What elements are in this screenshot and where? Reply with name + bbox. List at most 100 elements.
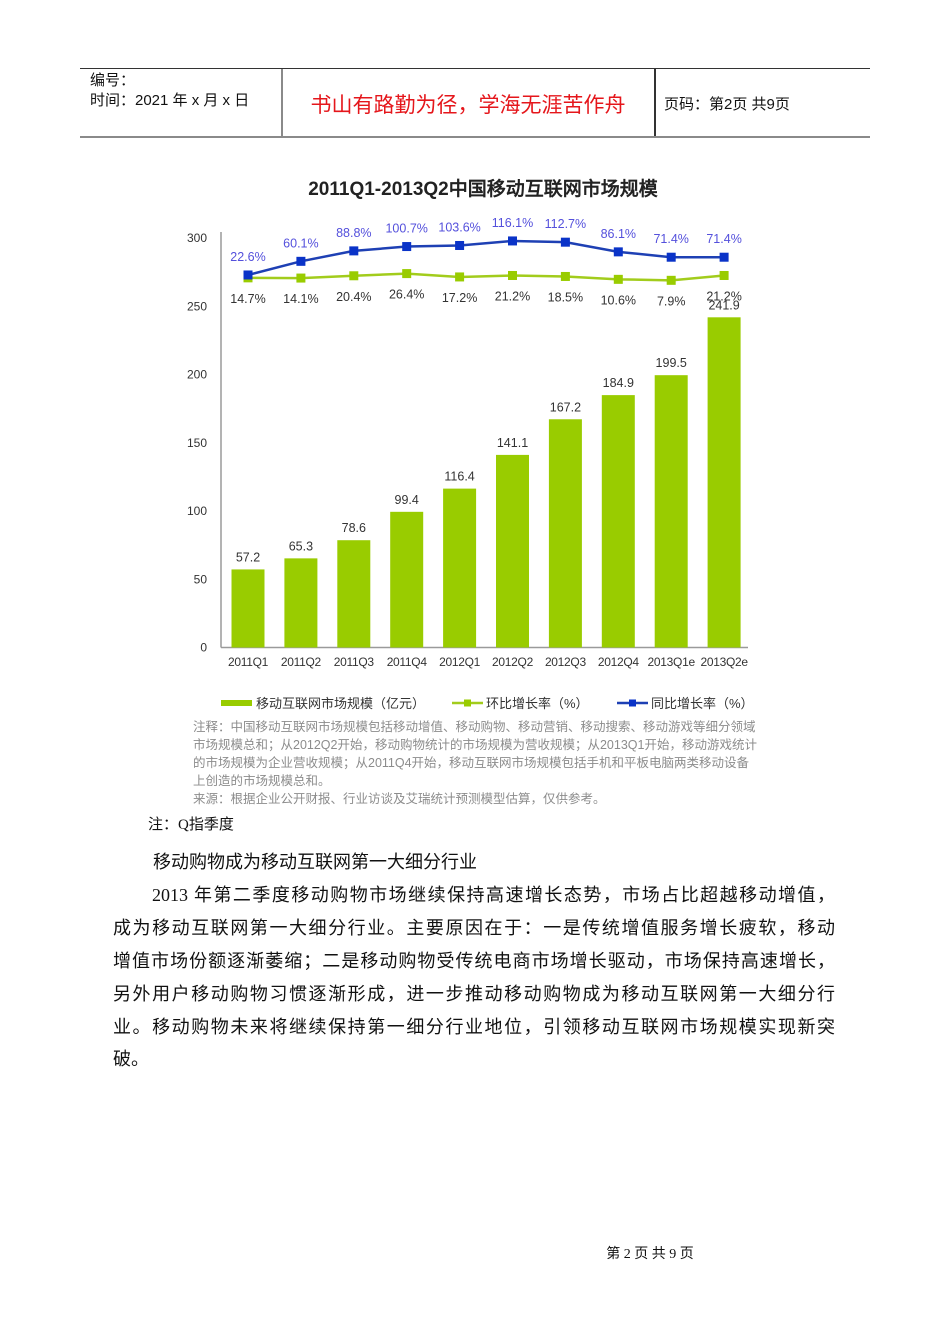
paragraph-line: 增值市场份额逐渐萎缩；二是移动购物受传统电商市场增长驱动，市场保持高速增长， bbox=[113, 951, 835, 971]
header-motto: 书山有路勤为径，学海无涯苦作舟 bbox=[310, 93, 626, 117]
chart-note-line: 上创造的市场规模总和。 bbox=[193, 774, 331, 788]
chart-note-line: 注释：中国移动互联网市场规模包括移动增值、移动购物、移动营销、移动搜索、移动游戏… bbox=[193, 720, 756, 734]
bar-value-label: 57.2 bbox=[236, 550, 260, 564]
chart-notes: 注释：中国移动互联网市场规模包括移动增值、移动购物、移动营销、移动搜索、移动游戏… bbox=[193, 718, 793, 808]
yoy-growth-marker bbox=[560, 237, 570, 247]
qoq-growth-marker bbox=[560, 271, 570, 281]
yoy-growth-marker bbox=[402, 242, 412, 252]
x-tick-label: 2012Q4 bbox=[598, 655, 640, 669]
yoy-growth-label: 100.7% bbox=[385, 222, 427, 236]
legend-yoy-label: 同比增长率（%） bbox=[651, 696, 754, 711]
bar-value-label: 78.6 bbox=[342, 521, 366, 535]
yoy-growth-marker bbox=[455, 240, 465, 250]
qoq-growth-label: 21.2% bbox=[706, 289, 741, 303]
bar bbox=[337, 540, 371, 648]
yoy-growth-marker bbox=[508, 236, 517, 246]
quarter-note: 注：Q指季度 bbox=[148, 817, 234, 833]
qoq-growth-label: 14.1% bbox=[283, 292, 318, 306]
yoy-growth-marker bbox=[349, 246, 359, 256]
x-tick-label: 2013Q2e bbox=[700, 655, 748, 669]
bar bbox=[496, 454, 529, 648]
qoq-growth-label: 14.7% bbox=[230, 292, 265, 306]
header-table: 编号： 时间：2021 年 x 月 x 日 书山有路勤为径，学海无涯苦作舟 页码… bbox=[80, 68, 870, 138]
qoq-growth-marker bbox=[666, 275, 676, 285]
y-tick-label: 150 bbox=[187, 436, 207, 450]
y-tick-label: 50 bbox=[194, 572, 208, 586]
yoy-growth-label: 60.1% bbox=[283, 236, 318, 250]
paragraph-line: 业。移动购物未来将继续保持第一细分行业地位，引领移动互联网市场规模实现新突 bbox=[113, 1017, 835, 1037]
yoy-growth-label: 103.6% bbox=[438, 220, 480, 234]
bar bbox=[707, 317, 741, 648]
qoq-growth-label: 21.2% bbox=[495, 289, 530, 303]
header-divider bbox=[654, 69, 656, 136]
yoy-growth-marker bbox=[666, 252, 676, 262]
y-tick-label: 250 bbox=[187, 299, 207, 313]
x-tick-label: 2011Q3 bbox=[334, 655, 375, 669]
bar bbox=[548, 419, 582, 648]
qoq-growth-label: 17.2% bbox=[442, 291, 477, 305]
qoq-growth-label: 10.6% bbox=[601, 293, 636, 307]
y-tick-label: 0 bbox=[200, 641, 207, 655]
qoq-growth-marker bbox=[349, 271, 359, 281]
qoq-growth-marker bbox=[613, 274, 623, 284]
chart-source-line: 来源：根据企业公开财报、行业访谈及艾瑞统计预测模型估算，仅供参考。 bbox=[193, 792, 606, 806]
yoy-growth-line bbox=[247, 239, 725, 277]
page-footer: 第 2 页 共 9 页 bbox=[606, 1247, 694, 1262]
qoq-growth-marker bbox=[402, 269, 412, 279]
yoy-growth-label: 22.6% bbox=[230, 250, 265, 264]
bar bbox=[654, 375, 688, 648]
x-tick-label: 2011Q1 bbox=[228, 655, 269, 669]
y-tick-label: 300 bbox=[187, 231, 207, 245]
legend-bar-label: 移动互联网市场规模（亿元） bbox=[256, 696, 425, 711]
bar-value-label: 199.5 bbox=[656, 356, 687, 370]
qoq-growth-label: 20.4% bbox=[336, 290, 371, 304]
x-tick-label: 2013Q1e bbox=[648, 655, 696, 669]
y-tick-label: 200 bbox=[187, 368, 207, 382]
x-tick-label: 2012Q1 bbox=[439, 655, 481, 669]
yoy-growth-label: 116.1% bbox=[492, 216, 533, 230]
qoq-growth-marker bbox=[296, 273, 306, 283]
qoq-growth-marker bbox=[455, 272, 465, 282]
bar bbox=[231, 569, 265, 648]
header-divider bbox=[281, 69, 283, 136]
bar bbox=[284, 558, 318, 648]
bar-value-label: 141.1 bbox=[497, 436, 528, 450]
yoy-growth-marker bbox=[613, 247, 623, 257]
bar-value-label: 99.4 bbox=[395, 493, 419, 507]
legend-qoq-marker bbox=[464, 699, 471, 707]
qoq-growth-label: 7.9% bbox=[657, 294, 686, 308]
paragraph-line: 成为移动互联网第一大细分行业。主要原因在于：一是传统增值服务增长疲软，移动 bbox=[113, 918, 835, 938]
x-tick-label: 2011Q4 bbox=[387, 655, 428, 669]
bar-value-label: 65.3 bbox=[289, 539, 313, 553]
legend-bar-swatch bbox=[221, 700, 252, 706]
yoy-growth-label: 71.4% bbox=[653, 232, 688, 246]
yoy-growth-label: 88.8% bbox=[336, 226, 371, 240]
qoq-growth-label: 18.5% bbox=[548, 290, 583, 304]
chart-note-line: 的市场规模为企业营收规模；从2011Q4开始，移动互联网市场规模包括手机和平板电… bbox=[193, 756, 750, 770]
market-size-chart: 2011Q1-2013Q2中国移动互联网市场规模 0 50 100 150 200 250 3… bbox=[187, 177, 754, 711]
paragraph-line: 2013 年第二季度移动购物市场继续保持高速增长态势，市场占比超越移动增值， bbox=[152, 885, 835, 905]
yoy-growth-label: 112.7% bbox=[545, 217, 586, 231]
y-tick-label: 100 bbox=[187, 504, 207, 518]
yoy-growth-marker bbox=[296, 256, 306, 266]
yoy-growth-label: 71.4% bbox=[706, 232, 741, 246]
yoy-growth-marker bbox=[243, 270, 253, 280]
legend-qoq-label: 环比增长率（%） bbox=[486, 696, 589, 711]
bar bbox=[443, 488, 477, 648]
yoy-growth-label: 86.1% bbox=[601, 227, 636, 241]
chart-title: 2011Q1-2013Q2中国移动互联网市场规模 bbox=[308, 177, 659, 200]
bar-value-label: 241.9 bbox=[708, 298, 739, 312]
x-tick-label: 2011Q2 bbox=[281, 655, 322, 669]
qoq-growth-line bbox=[247, 272, 725, 282]
x-tick-label: 2012Q3 bbox=[545, 655, 587, 669]
qoq-growth-marker bbox=[508, 270, 517, 280]
bar bbox=[390, 511, 424, 648]
chart-note-line: 市场规模总和；从2012Q2开始，移动购物统计的市场规模为营收规模；从2013Q… bbox=[193, 738, 757, 752]
paragraph-line: 破。 bbox=[113, 1049, 149, 1069]
document-id-label: 编号： bbox=[90, 72, 136, 89]
section-heading: 移动购物成为移动互联网第一大细分行业 bbox=[153, 852, 477, 872]
x-tick-label: 2012Q2 bbox=[492, 655, 534, 669]
qoq-growth-label: 26.4% bbox=[389, 288, 424, 302]
header-page-info: 页码：第2页 共9页 bbox=[664, 96, 790, 113]
legend-yoy-marker bbox=[629, 699, 636, 707]
